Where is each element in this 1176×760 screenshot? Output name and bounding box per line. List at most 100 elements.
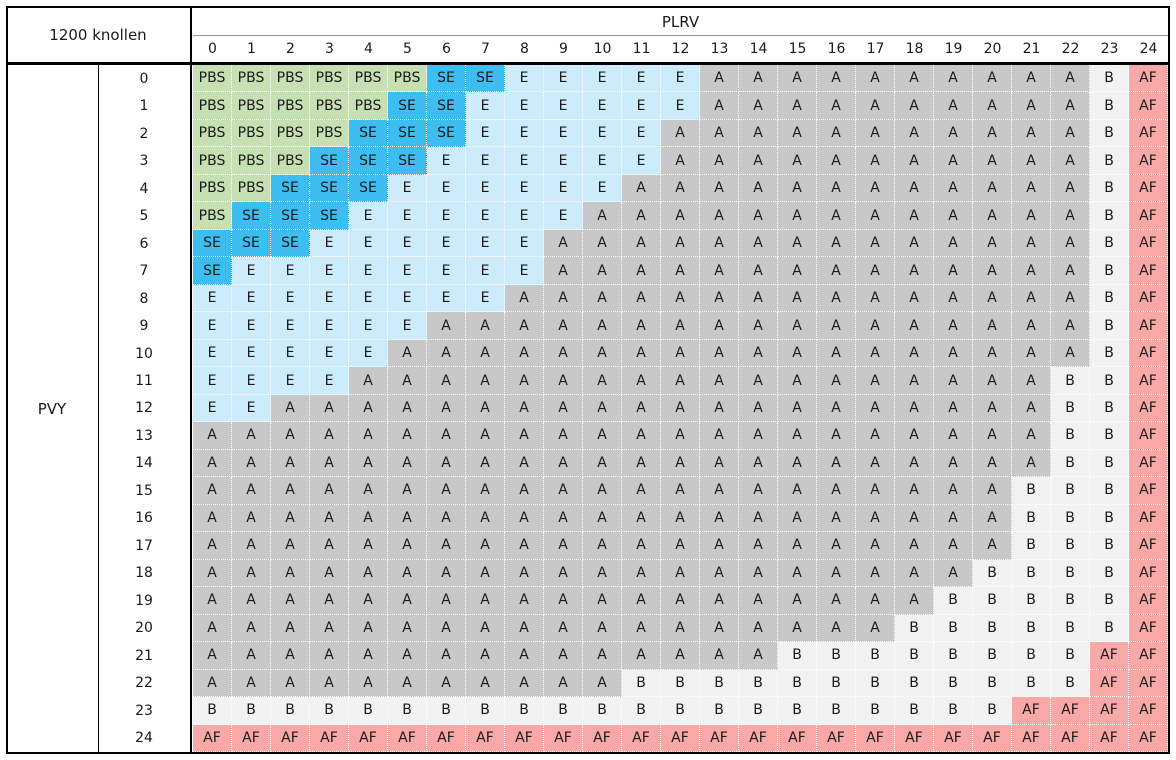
grid-cell: A [271,614,310,643]
grid-cell: A [310,587,349,615]
grid-cell: A [661,504,700,533]
column-header: 20 [973,36,1012,62]
grid-cell: A [973,229,1012,258]
grid-cell: A [700,587,739,615]
grid-cell: A [661,614,700,643]
grid-cell: A [622,477,661,505]
grid-cell: A [856,422,895,450]
grid-cell: A [778,92,817,120]
row-header: 15 [100,477,188,505]
row-header: 19 [100,587,188,615]
grid-cell: B [505,697,544,725]
grid-cell: A [427,504,466,533]
grid-cell: A [895,229,934,258]
grid-cell: A [544,367,583,395]
border-line [190,6,192,754]
grid-cell: A [778,367,817,395]
grid-cell: AF [700,724,739,752]
grid-cell: A [505,504,544,533]
grid-cell: B [895,697,934,725]
grid-cell: E [193,394,232,423]
grid-cell: B [1051,449,1090,478]
grid-cell: A [817,532,856,560]
grid-cell: SE [349,147,388,175]
grid-cell: SE [349,119,388,148]
grid-cell: A [895,532,934,560]
grid-cell: B [1090,174,1129,203]
grid-cell: AF [1129,587,1168,615]
grid-cell: A [271,504,310,533]
grid-cell: AF [1129,174,1168,203]
grid-cell: SE [427,65,466,93]
grid-cell: A [622,394,661,423]
grid-cell: SE [232,229,271,258]
grid-cell: A [700,614,739,643]
grid-cell: A [349,614,388,643]
grid-cell: A [817,422,856,450]
grid-cell: AF [1129,559,1168,588]
column-header: 13 [700,36,739,62]
grid-cell: B [973,614,1012,643]
grid-cell: A [505,312,544,340]
grid-cell: A [349,504,388,533]
grid-cell: A [505,284,544,313]
grid-cell: A [661,449,700,478]
grid-cell: A [622,422,661,450]
grid-cell: B [1090,367,1129,395]
column-header: 11 [622,36,661,62]
grid-cell: A [895,174,934,203]
grid-cell: A [817,394,856,423]
grid-cell: A [583,449,622,478]
grid-cell: E [193,339,232,368]
grid-cell: A [739,422,778,450]
grid-cell: A [778,477,817,505]
row-header: 1 [100,92,188,120]
grid-cell: AF [427,724,466,752]
grid-cell: B [973,559,1012,588]
grid-cell: A [583,229,622,258]
grid-cell: PBS [271,92,310,120]
grid-cell: A [310,669,349,698]
grid-cell: E [310,229,349,258]
grid-cell: A [700,532,739,560]
grid-cell: A [817,119,856,148]
grid-cell: B [583,697,622,725]
grid-cell: B [1090,477,1129,505]
grid-cell: PBS [232,119,271,148]
grid-cell: A [973,147,1012,175]
grid-cell: A [973,394,1012,423]
grid-cell: AF [505,724,544,752]
grid-cell: E [427,174,466,203]
grid-cell: A [427,422,466,450]
grid-cell: A [388,449,427,478]
column-header: 10 [583,36,622,62]
column-header: 15 [778,36,817,62]
grid-cell: B [934,614,973,643]
grid-cell: E [622,119,661,148]
grid-cell: A [388,587,427,615]
grid-cell: A [817,284,856,313]
grid-cell: A [895,312,934,340]
column-header: 12 [661,36,700,62]
grid-cell: B [817,669,856,698]
grid-cell: E [466,174,505,203]
grid-cell: A [388,504,427,533]
grid-cell: A [739,477,778,505]
grid-cell: B [1090,312,1129,340]
grid-cell: A [583,614,622,643]
grid-cell: E [622,65,661,93]
grid-cell: A [622,174,661,203]
row-header: 22 [100,669,188,698]
grid-cell: B [700,669,739,698]
grid-cell: A [622,202,661,230]
row-header: 14 [100,449,188,478]
grid-cell: A [466,642,505,670]
grid-cell: E [349,312,388,340]
grid-cell: B [817,697,856,725]
grid-cell: A [856,449,895,478]
grid-cell: A [973,449,1012,478]
grid-cell: A [739,202,778,230]
grid-cell: A [856,92,895,120]
grid-cell: A [778,614,817,643]
grid-cell: A [232,587,271,615]
